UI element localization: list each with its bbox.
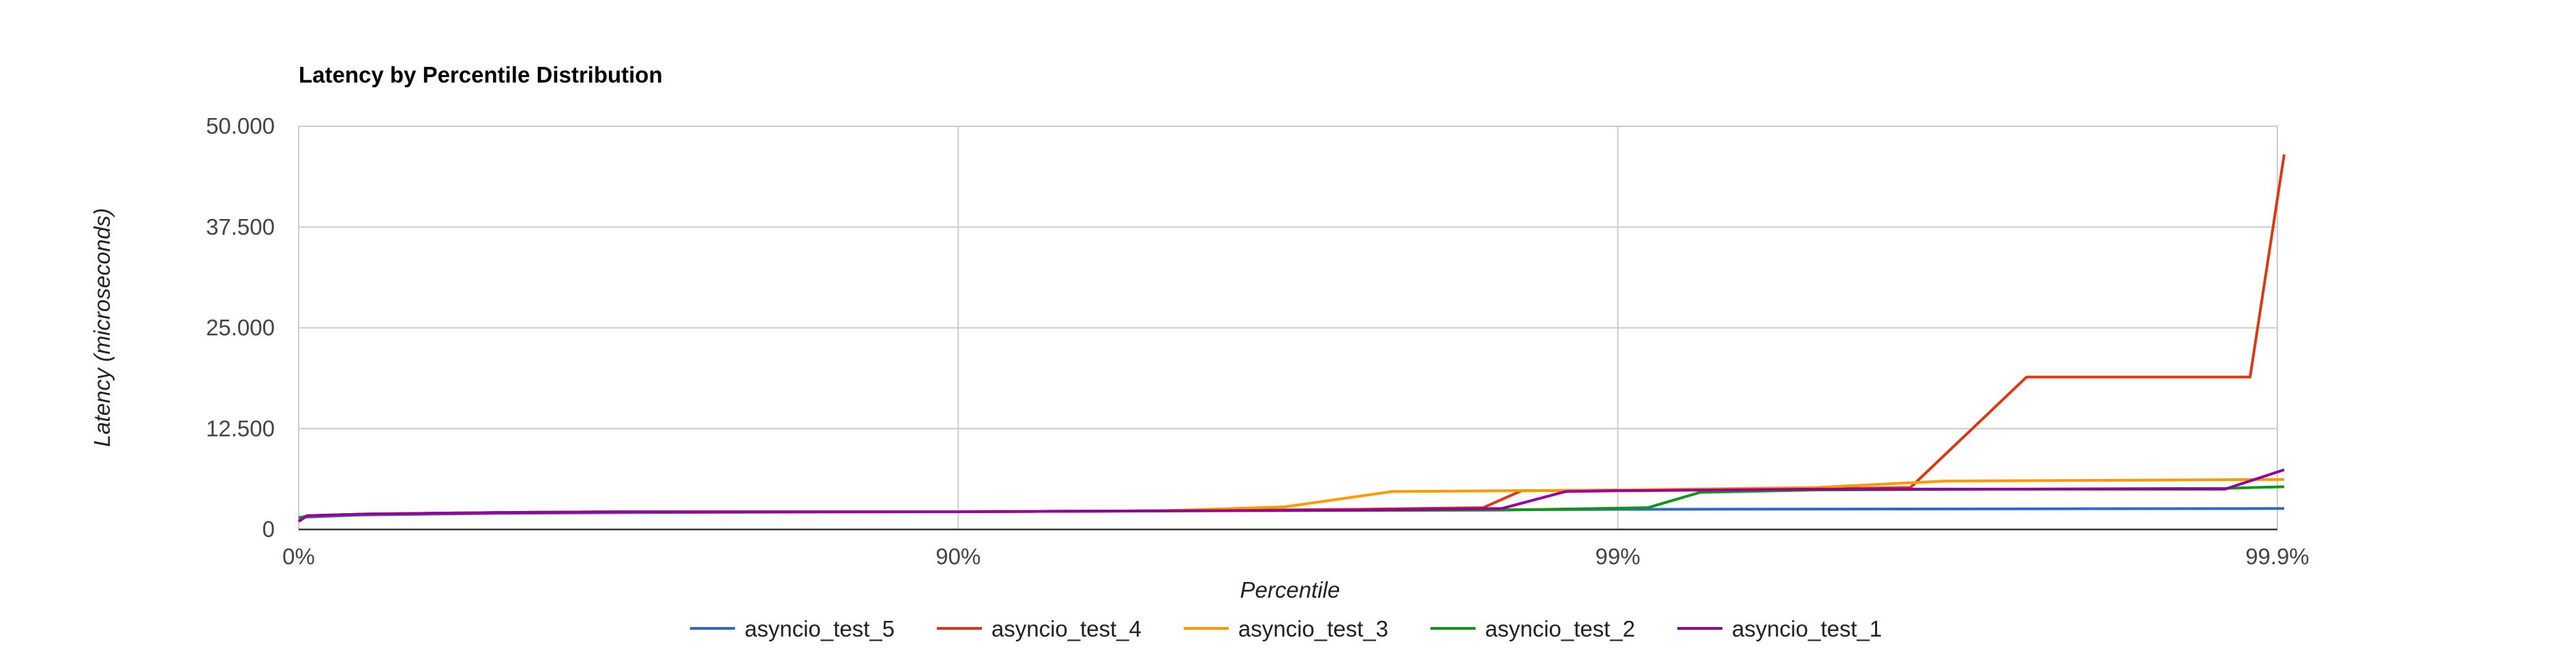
series-line-asyncio_test_4 [298, 154, 2286, 520]
y-axis-title: Latency (microseconds) [89, 208, 115, 447]
legend: asyncio_test_5 asyncio_test_4 asyncio_test… [690, 616, 1882, 641]
x-axis-title: Percentile [1240, 577, 1341, 602]
series-line-asyncio_test_1 [297, 468, 2285, 523]
x-tick-label: 99% [1596, 544, 1641, 569]
gridlines [298, 126, 2278, 529]
legend-label: asyncio_test_5 [745, 616, 895, 641]
legend-label: asyncio_test_1 [1732, 616, 1882, 641]
series-lines [297, 154, 2286, 523]
y-tick-label: 50.000 [206, 113, 275, 139]
x-tick-label: 90% [935, 544, 980, 569]
legend-label: asyncio_test_3 [1238, 616, 1388, 641]
x-tick-label: 99.9% [2245, 544, 2309, 569]
legend-label: asyncio_test_2 [1485, 616, 1635, 641]
y-tick-label: 12.500 [206, 416, 275, 441]
y-tick-label: 0 [263, 516, 275, 542]
tick-labels: 0 12.500 25.000 37.500 50.000 0% 90% 99% 99.9% [206, 113, 2309, 569]
chart-title: Latency by Percentile Distribution [299, 62, 663, 87]
y-tick-label: 37.500 [206, 214, 275, 239]
y-tick-label: 25.000 [206, 315, 275, 340]
x-tick-label: 0% [282, 544, 315, 569]
legend-label: asyncio_test_4 [991, 616, 1141, 641]
